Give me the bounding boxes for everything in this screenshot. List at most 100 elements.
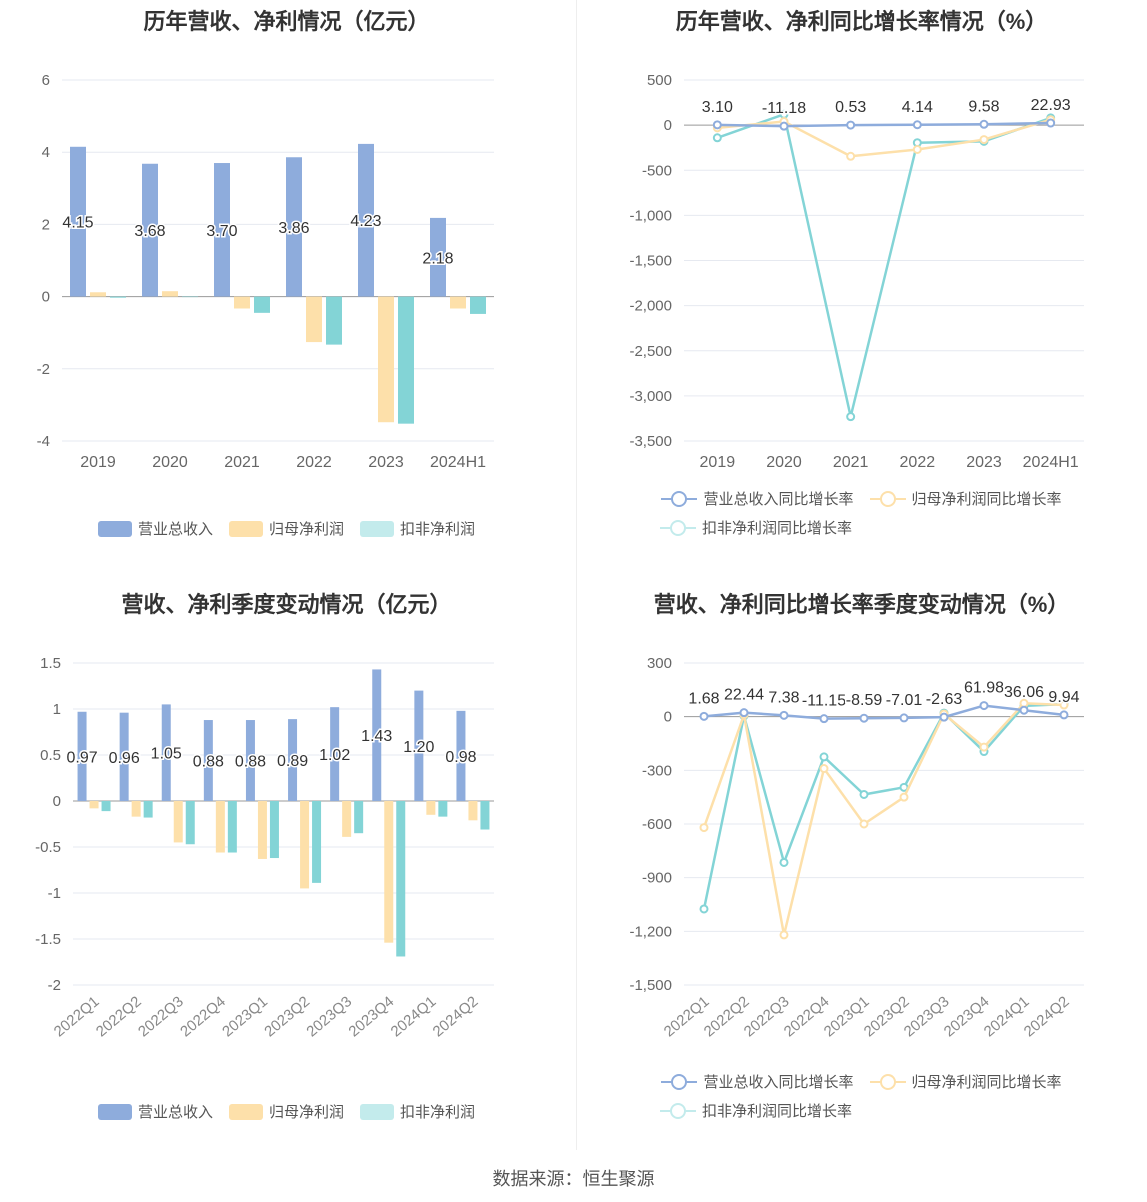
y-tick-label: -1 <box>48 885 61 902</box>
data-label: 9.94 <box>1048 689 1079 706</box>
data-point <box>699 711 709 721</box>
legend-swatch-parent-profit <box>228 520 263 537</box>
data-point <box>846 412 856 422</box>
y-tick-label: 4 <box>42 144 50 161</box>
series-line-revenue-growth <box>717 121 1051 128</box>
legend-item-deducted-profit[interactable]: 扣非净利润 <box>360 1101 475 1122</box>
legend-item-revenue-growth[interactable]: 营业总收入同比增长率 <box>661 488 854 509</box>
bar-parent-profit <box>173 801 183 843</box>
chart-title: 营收、净利同比增长率季度变动情况（%） <box>653 592 1070 617</box>
series-line-deducted-profit-growth <box>702 702 1065 910</box>
data-label: 0.98 <box>445 749 476 766</box>
y-tick-label: 0 <box>664 117 672 134</box>
data-label: 1.43 <box>361 728 392 745</box>
y-tick-label: -1.5 <box>35 931 61 948</box>
legend-item-revenue[interactable]: 营业总收入 <box>97 518 213 539</box>
data-point <box>739 708 749 718</box>
legend: 营业总收入同比增长率 归母净利润同比增长率 扣非净利润同比增长率 <box>575 488 1147 546</box>
y-tick-label: 0 <box>664 709 672 726</box>
bar-revenue <box>330 707 340 801</box>
bar-deducted-profit <box>326 296 342 345</box>
bar-deducted-profit <box>354 801 364 834</box>
x-tick-label: 2024Q2 <box>430 993 482 1040</box>
bar-deducted-profit <box>438 801 448 817</box>
data-point <box>699 904 709 914</box>
series-line-parent-profit-growth <box>702 702 1065 937</box>
bar-deducted-profit <box>143 801 153 818</box>
bar-revenue <box>414 690 424 801</box>
y-tick-label: 2 <box>42 216 50 233</box>
x-tick-label: 2023Q1 <box>219 993 271 1040</box>
data-label: 3.10 <box>702 99 733 116</box>
data-label: 0.89 <box>277 753 308 770</box>
y-tick-label: -500 <box>642 162 672 179</box>
data-point <box>1019 705 1029 715</box>
bar-revenue <box>456 710 466 801</box>
legend-item-parent-profit-growth[interactable]: 归母净利润同比增长率 <box>869 1071 1062 1092</box>
y-tick-label: -3,000 <box>629 388 672 405</box>
legend-item-parent-profit-growth[interactable]: 归母净利润同比增长率 <box>869 488 1062 509</box>
bar-deducted-profit <box>312 801 322 883</box>
bar-revenue <box>119 712 129 801</box>
bar-parent-profit <box>384 801 394 943</box>
x-tick-label: 2020 <box>152 454 188 471</box>
series-line-revenue-growth <box>703 704 1065 720</box>
bar-parent-profit <box>306 296 322 343</box>
data-point <box>979 701 989 711</box>
data-point <box>912 144 922 154</box>
x-tick-label: 2020 <box>766 454 802 471</box>
data-label: 3.70 <box>206 223 237 240</box>
data-label: 0.88 <box>235 754 266 771</box>
y-tick-label: -1,200 <box>629 923 672 940</box>
bar-deducted-profit <box>110 296 126 298</box>
data-label: 0.53 <box>835 99 866 116</box>
bar-deducted-profit <box>269 801 279 859</box>
data-point <box>779 930 789 940</box>
data-point <box>779 710 789 720</box>
y-tick-label: -4 <box>37 433 50 450</box>
annual-values-panel: 历年营收、净利情况（亿元） 6 4 2 0 -2 -4 4.15 2019 3.68 2020 3.… <box>0 0 573 575</box>
x-tick-label: 2024H1 <box>430 454 486 471</box>
data-point <box>979 135 989 145</box>
y-tick-label: 0.5 <box>40 747 61 764</box>
legend-item-deducted-profit[interactable]: 扣非净利润 <box>360 518 475 539</box>
data-point <box>859 789 869 799</box>
bar-revenue <box>142 163 158 297</box>
data-label: -2.63 <box>926 691 963 708</box>
legend-item-parent-profit[interactable]: 归母净利润 <box>228 1101 344 1122</box>
data-point <box>939 712 949 722</box>
bar-deducted-profit <box>470 296 486 314</box>
x-tick-label: 2023 <box>966 454 1002 471</box>
bar-parent-profit <box>257 801 267 859</box>
x-tick-label: 2024Q2 <box>1021 993 1073 1040</box>
bar-deducted-profit <box>398 296 414 424</box>
data-label: -7.01 <box>886 692 923 709</box>
data-point <box>899 792 909 802</box>
data-label: 2.18 <box>422 250 453 267</box>
y-tick-label: 500 <box>647 72 672 89</box>
y-tick-label: -600 <box>642 816 672 833</box>
vertical-divider <box>576 0 577 1150</box>
data-point <box>712 120 722 130</box>
y-tick-label: -0.5 <box>35 839 61 856</box>
x-tick-label: 2023Q3 <box>303 993 355 1040</box>
x-tick-label: 2023 <box>368 454 404 471</box>
data-label: 9.58 <box>968 98 999 115</box>
bar-deducted-profit <box>182 296 198 298</box>
bar-deducted-profit <box>227 801 237 853</box>
data-point <box>1059 700 1069 710</box>
annual-growth-chart: 500 0 -500 -1,000 -1,500 -2,000 -2,500 -3,000 -3… <box>629 72 1084 471</box>
data-point <box>912 120 922 130</box>
legend-item-parent-profit[interactable]: 归母净利润 <box>228 518 344 539</box>
x-tick-label: 2024H1 <box>1023 454 1079 471</box>
data-label: -8.59 <box>846 692 883 709</box>
legend-line-symbol <box>660 1102 696 1120</box>
bar-parent-profit <box>342 801 352 837</box>
legend-item-revenue[interactable]: 营业总收入 <box>97 1101 213 1122</box>
legend-item-deducted-profit-growth[interactable]: 扣非净利润同比增长率 <box>660 1100 852 1121</box>
legend-item-revenue-growth[interactable]: 营业总收入同比增长率 <box>661 1071 854 1092</box>
x-tick-label: 2022Q2 <box>93 993 145 1040</box>
data-label: 1.68 <box>688 690 719 707</box>
data-source-footer: 数据来源：恒生聚源 <box>492 1169 655 1189</box>
legend-item-deducted-profit-growth[interactable]: 扣非净利润同比增长率 <box>660 517 852 538</box>
